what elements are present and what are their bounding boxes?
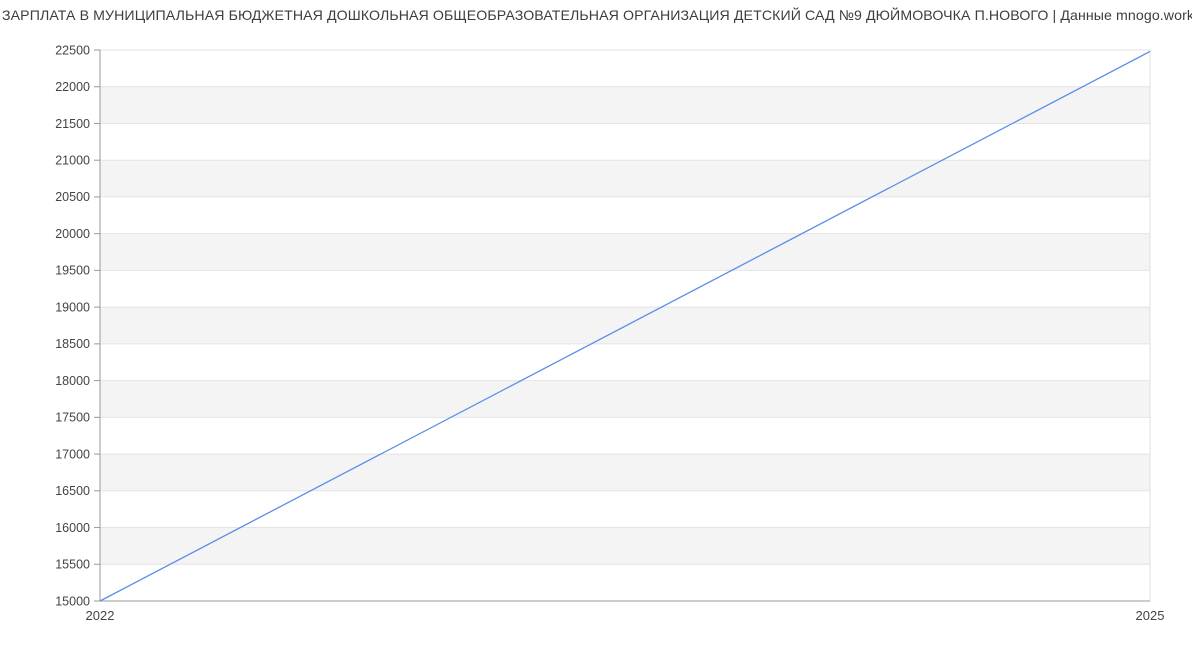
svg-text:20500: 20500 — [55, 190, 90, 204]
svg-text:16000: 16000 — [55, 521, 90, 535]
svg-text:17500: 17500 — [55, 411, 90, 425]
svg-text:22000: 22000 — [55, 80, 90, 94]
svg-text:19500: 19500 — [55, 264, 90, 278]
svg-text:19000: 19000 — [55, 300, 90, 314]
svg-text:21500: 21500 — [55, 117, 90, 131]
svg-text:2025: 2025 — [1136, 608, 1165, 623]
svg-text:18000: 18000 — [55, 374, 90, 388]
svg-text:2022: 2022 — [86, 608, 115, 623]
svg-text:22500: 22500 — [55, 43, 90, 57]
svg-text:20000: 20000 — [55, 227, 90, 241]
svg-text:21000: 21000 — [55, 154, 90, 168]
svg-text:16500: 16500 — [55, 484, 90, 498]
svg-text:15000: 15000 — [55, 594, 90, 608]
svg-text:17000: 17000 — [55, 447, 90, 461]
svg-text:18500: 18500 — [55, 337, 90, 351]
svg-text:15500: 15500 — [55, 558, 90, 572]
